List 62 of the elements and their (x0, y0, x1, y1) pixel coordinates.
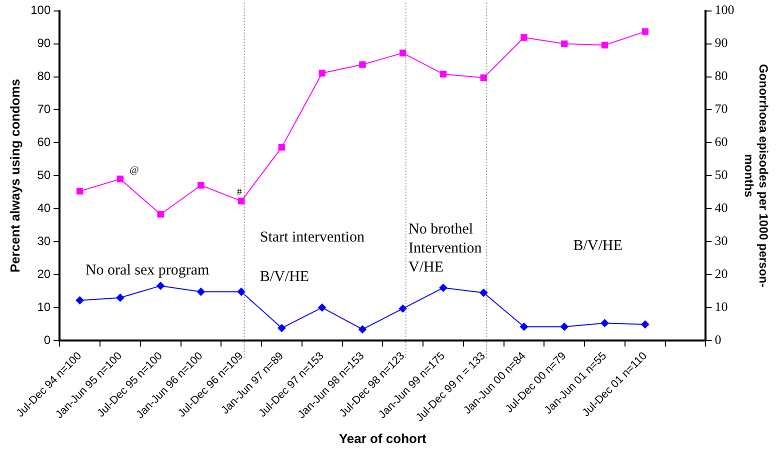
point (520, 34, 528, 41)
y-tick-label: 30 (37, 234, 51, 248)
y-tick-label: 50 (37, 168, 51, 182)
y2-tick-label: 0 (714, 332, 722, 347)
point (642, 28, 648, 35)
point (76, 296, 84, 304)
y-tick-label: 20 (37, 266, 51, 281)
annotation: No brothel Intervention V/HE (408, 221, 482, 276)
y2-tick-label: 70 (714, 101, 728, 116)
point (600, 319, 609, 328)
point (439, 284, 448, 292)
point (116, 176, 124, 182)
y2-tick-label: 100 (714, 2, 734, 18)
point (116, 294, 124, 302)
point (440, 70, 447, 78)
annotation: No oral sex program (85, 262, 210, 279)
point (480, 74, 487, 82)
y-tick-label: 90 (37, 36, 51, 50)
point (278, 144, 286, 151)
point (278, 324, 286, 332)
y-tick-label: 60 (37, 135, 51, 150)
point (358, 325, 366, 334)
point (359, 61, 366, 68)
y-tick-label: 100 (30, 3, 51, 18)
point (157, 210, 164, 218)
point (561, 40, 568, 48)
point (520, 322, 528, 331)
point (237, 288, 246, 296)
point (641, 320, 650, 328)
annotation: # (236, 187, 242, 198)
point (238, 198, 245, 204)
y2-tick-label: 60 (714, 134, 728, 150)
y2-axis-title: Gonorrhoea episodes per 1000 person-months (742, 64, 770, 288)
annotation: B/V/HE (260, 269, 310, 286)
point (480, 288, 488, 297)
point (400, 50, 406, 56)
point (196, 288, 205, 296)
point (198, 182, 204, 189)
y-tick-label: 0 (44, 332, 51, 347)
point (76, 188, 84, 195)
y2-tick-label: 10 (714, 299, 728, 314)
point (398, 304, 407, 313)
point (560, 322, 568, 331)
y2-tick-label: 80 (714, 68, 728, 84)
y2-tick-label: 30 (714, 233, 728, 248)
y-tick-label: 80 (37, 69, 51, 84)
y2-tick-label: 90 (714, 35, 728, 50)
annotation: Start intervention (260, 230, 365, 246)
y2-tick-label: 40 (714, 200, 728, 216)
y-tick-label: 40 (37, 200, 51, 215)
y2-tick-label: 20 (714, 266, 728, 282)
point (318, 304, 326, 312)
annotation: @ (130, 164, 139, 176)
point (318, 70, 326, 76)
point (601, 42, 608, 48)
y-tick-label: 10 (37, 300, 51, 314)
y-axis-title: Percent always using condoms (7, 78, 22, 272)
annotation: B/V/HE (573, 238, 622, 254)
y-tick-label: 70 (37, 102, 51, 116)
y2-tick-label: 50 (714, 167, 728, 182)
x-axis-title: Year of cohort (338, 430, 428, 446)
point (156, 282, 165, 290)
